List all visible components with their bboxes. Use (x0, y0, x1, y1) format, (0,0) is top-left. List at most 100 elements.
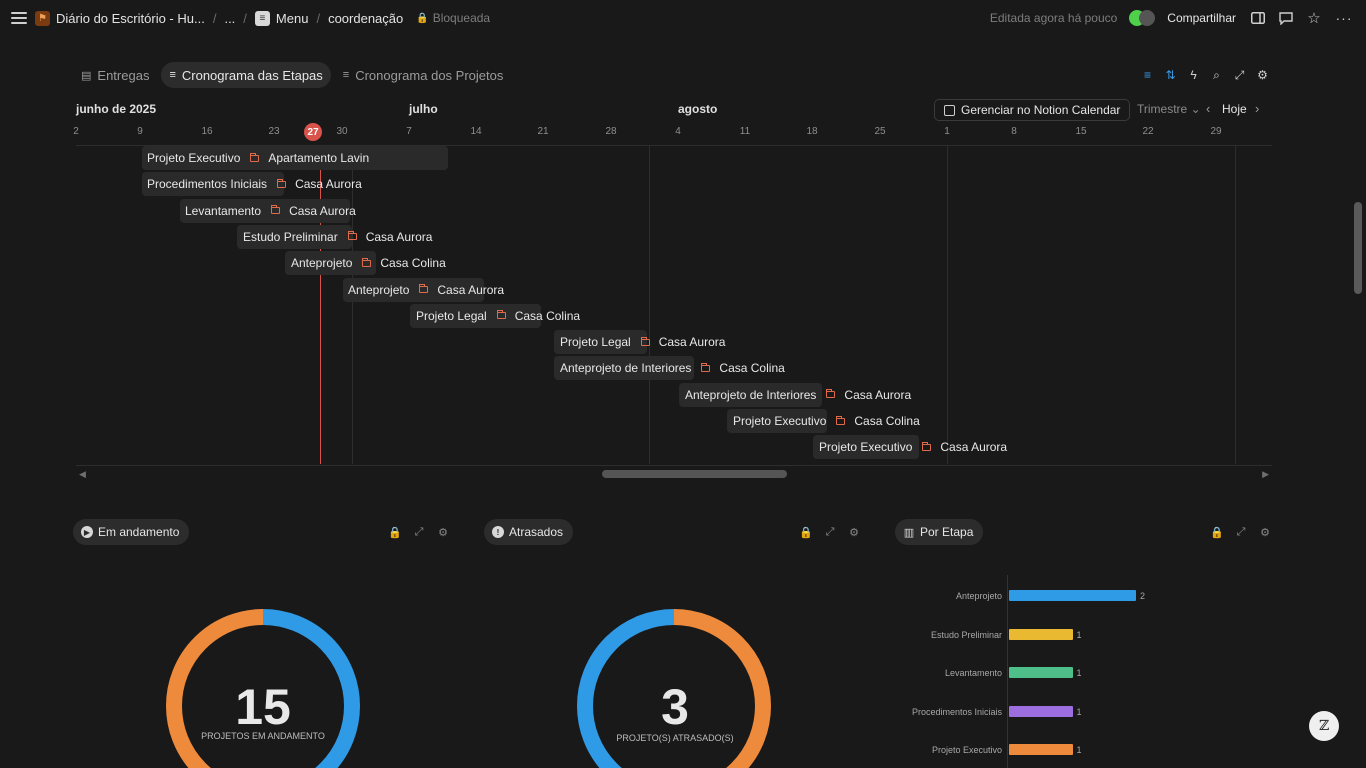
project-name: Casa Colina (854, 414, 920, 428)
timeline-item[interactable]: Projeto Executivo Casa Colina (733, 409, 920, 433)
filter-icon[interactable]: ≡ (1143, 68, 1151, 82)
timeline-item[interactable]: Anteprojeto Casa Colina (291, 251, 446, 275)
lock-icon[interactable]: 🔒 (799, 526, 813, 539)
stage-bar[interactable] (1009, 590, 1136, 601)
project-link[interactable]: Casa Aurora (419, 283, 504, 297)
timeline-item[interactable]: Estudo Preliminar Casa Aurora (243, 225, 432, 249)
tab-cronograma-projetos[interactable]: ≡ Cronograma dos Projetos (335, 62, 512, 88)
settings-icon[interactable]: ⚙ (438, 526, 448, 539)
horizontal-scrollbar[interactable]: ◀ ▶ (76, 465, 1272, 481)
timeline-item[interactable]: Projeto Legal Casa Colina (416, 304, 580, 328)
stage-bar[interactable] (1009, 705, 1073, 717)
breadcrumb-menu[interactable]: Menu (275, 10, 309, 26)
timeline-item[interactable]: Anteprojeto de Interiores Casa Colina (560, 356, 785, 380)
project-link[interactable]: Casa Aurora (277, 177, 362, 191)
timeline-bar[interactable] (237, 224, 352, 249)
stage-bar[interactable] (1009, 628, 1073, 640)
tab-cronograma-etapas[interactable]: ≡ Cronograma das Etapas (161, 62, 331, 88)
folder-icon (419, 284, 429, 293)
by-stage-tab[interactable]: ▥ Por Etapa (895, 519, 984, 545)
project-link[interactable]: Casa Colina (836, 414, 920, 428)
expand-icon[interactable]: ⤢ (1236, 525, 1246, 538)
alert-icon: ! (492, 526, 504, 538)
lock-icon[interactable]: 🔒 (1210, 526, 1224, 539)
settings-icon[interactable]: ⚙ (849, 526, 859, 539)
scroll-left-icon[interactable]: ◀ (79, 469, 86, 479)
project-name: Casa Aurora (289, 203, 356, 218)
timeline-bar[interactable] (142, 146, 448, 170)
settings-icon[interactable]: ⚙ (1257, 68, 1268, 82)
day-tick: 22 (1142, 126, 1154, 137)
breadcrumb-current-page[interactable]: coordenação (328, 10, 404, 26)
project-link[interactable]: Apartamento Lavin (250, 151, 369, 165)
timeline-bar[interactable] (180, 198, 350, 223)
expand-icon[interactable]: ⤢ (825, 525, 835, 538)
timeline-item[interactable]: Projeto Legal Casa Aurora (560, 330, 725, 354)
timeline-item[interactable]: Projeto Executivo Apartamento Lavin (147, 146, 369, 170)
timeline-item[interactable]: Projeto Executivo Casa Aurora (819, 435, 1007, 459)
star-icon[interactable]: ☆ (1307, 10, 1321, 27)
help-button[interactable]: ℤ (1309, 711, 1339, 741)
timeline-bar[interactable] (727, 409, 827, 433)
project-link[interactable]: Casa Aurora (347, 230, 432, 244)
expand-icon[interactable]: ⤢ (1234, 67, 1245, 82)
locked-status[interactable]: Bloqueada (432, 11, 491, 25)
breadcrumb-ellipsis[interactable]: ... (224, 10, 236, 26)
timeline-icon: ≡ (169, 69, 176, 81)
timeline-bar[interactable] (285, 251, 376, 276)
sidebar-toggle-icon[interactable] (11, 12, 27, 24)
timeline-bar[interactable] (813, 435, 919, 460)
late-caption: PROJETO(S) ATRASADO(S) (616, 733, 734, 743)
timeline-item[interactable]: Anteprojeto de Interiores Casa Aurora (685, 383, 911, 407)
breadcrumb-workspace[interactable]: Diário do Escritório - Hu... (56, 10, 205, 26)
settings-icon[interactable]: ⚙ (1260, 526, 1270, 539)
today-button[interactable]: Hoje (1222, 102, 1247, 116)
stage-name: Estudo Preliminar (243, 229, 338, 244)
project-link[interactable]: Casa Aurora (922, 440, 1007, 454)
day-tick: 11 (739, 126, 751, 137)
vertical-scroll-thumb[interactable] (1354, 202, 1362, 294)
tab-entregas[interactable]: ▤ Entregas (73, 62, 157, 88)
timeline-bar[interactable] (679, 382, 822, 407)
expand-icon[interactable]: ⤢ (414, 525, 424, 538)
panel-icon[interactable] (1250, 12, 1266, 24)
project-link[interactable]: Casa Colina (701, 361, 785, 375)
project-link[interactable]: Casa Aurora (826, 388, 911, 402)
horizontal-scroll-thumb[interactable] (602, 470, 787, 478)
widget-toolbar: 🔒 ⤢ ⚙ (1210, 525, 1271, 539)
manage-notion-calendar-button[interactable]: Gerenciar no Notion Calendar (934, 99, 1131, 121)
automation-icon[interactable]: ϟ (1190, 68, 1197, 82)
timeline-item[interactable]: Levantamento Casa Aurora (185, 199, 356, 223)
timeline-item[interactable]: Anteprojeto Casa Aurora (348, 278, 504, 302)
search-icon[interactable]: ⌕ (1213, 67, 1220, 82)
timeline-bar[interactable] (554, 330, 647, 355)
late-tab[interactable]: ! Atrasados (484, 519, 574, 545)
comment-icon[interactable] (1278, 11, 1294, 25)
timeline-bar[interactable] (554, 356, 694, 381)
project-link[interactable]: Casa Colina (362, 256, 446, 270)
user-avatar[interactable] (1129, 10, 1156, 26)
timeline-bar[interactable] (410, 303, 541, 328)
in-progress-tab[interactable]: ▶ Em andamento (73, 519, 190, 545)
stage-bar[interactable] (1009, 744, 1073, 755)
timeline-bar[interactable] (343, 277, 484, 302)
project-link[interactable]: Casa Aurora (271, 204, 356, 218)
range-select[interactable]: Trimestre ⌄ (1137, 102, 1201, 116)
project-link[interactable]: Casa Colina (496, 309, 580, 323)
share-button[interactable]: Compartilhar (1167, 11, 1236, 25)
timeline-bar[interactable] (142, 172, 284, 197)
day-tick: 9 (137, 126, 143, 137)
timeline-item[interactable]: Procedimentos Iniciais Casa Aurora (147, 172, 362, 196)
stage-name: Anteprojeto de Interiores (560, 361, 692, 376)
project-name: Casa Aurora (844, 387, 912, 402)
previous-icon[interactable]: ‹ (1206, 101, 1211, 116)
lock-icon[interactable]: 🔒 (388, 526, 402, 539)
widget-title: Em andamento (98, 525, 180, 539)
scroll-right-icon[interactable]: ▶ (1262, 469, 1269, 479)
sort-icon[interactable]: ⇅ (1165, 68, 1176, 82)
project-link[interactable]: Casa Aurora (640, 335, 725, 349)
stage-name: Levantamento (185, 203, 262, 218)
stage-bar[interactable] (1009, 667, 1073, 678)
more-icon[interactable]: ··· (1335, 10, 1353, 26)
next-icon[interactable]: › (1255, 101, 1260, 116)
